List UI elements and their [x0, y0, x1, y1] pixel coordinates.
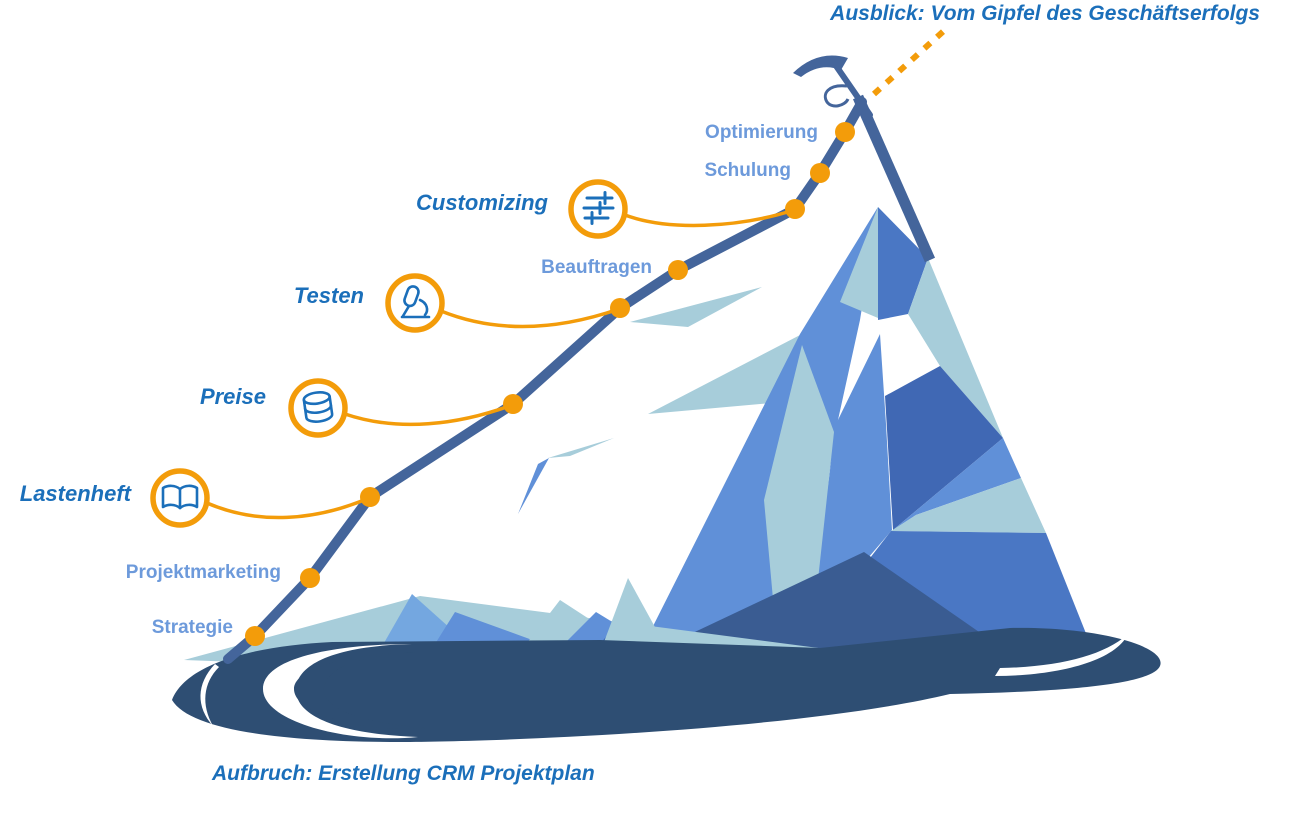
milestone-label-testen: Testen	[293, 283, 364, 308]
milestone-dot	[360, 487, 380, 507]
open-book-badge	[150, 468, 210, 528]
ice-axe-icon	[793, 55, 873, 118]
milestone-label-lastenheft: Lastenheft	[19, 481, 131, 506]
milestone-label-schulung: Schulung	[704, 160, 791, 181]
coins-badge	[288, 378, 348, 438]
milestone-dot	[810, 163, 830, 183]
milestone-dot	[835, 122, 855, 142]
milestone-label-projektmarketing: Projektmarketing	[125, 562, 281, 583]
milestone-dot	[300, 568, 320, 588]
sliders-icon	[582, 191, 615, 225]
water-highlight-left	[200, 664, 219, 726]
microscope-badge	[385, 273, 445, 333]
milestone-label-strategie: Strategie	[151, 617, 233, 638]
milestone-dot	[610, 298, 630, 318]
milestone-dot	[785, 199, 805, 219]
summit-title: Ausblick: Vom Gipfel des Geschäftserfolg…	[830, 2, 1260, 25]
open-book-icon	[161, 484, 199, 510]
milestone-dots	[245, 122, 855, 646]
ice-shards	[518, 287, 806, 514]
milestone-dot	[668, 260, 688, 280]
milestone-label-beauftragen: Beauftragen	[541, 257, 652, 278]
milestone-label-customizing: Customizing	[416, 190, 548, 215]
water-highlight-right	[995, 634, 1128, 676]
water-highlight-center	[263, 644, 418, 739]
coins-icon	[302, 391, 334, 423]
milestone-label-optimierung: Optimierung	[705, 122, 818, 143]
base-title: Aufbruch: Erstellung CRM Projektplan	[212, 762, 595, 785]
mountain-massif	[638, 207, 1091, 686]
sliders-badge	[568, 179, 628, 239]
milestone-dot	[245, 626, 265, 646]
microscope-icon	[400, 285, 431, 319]
outlook-dotted-line	[871, 25, 950, 97]
milestone-dot	[503, 394, 523, 414]
badge-connectors	[206, 208, 795, 520]
milestone-label-preise: Preise	[199, 384, 266, 409]
water-swirl	[172, 627, 1161, 742]
icon-badges	[150, 179, 628, 528]
